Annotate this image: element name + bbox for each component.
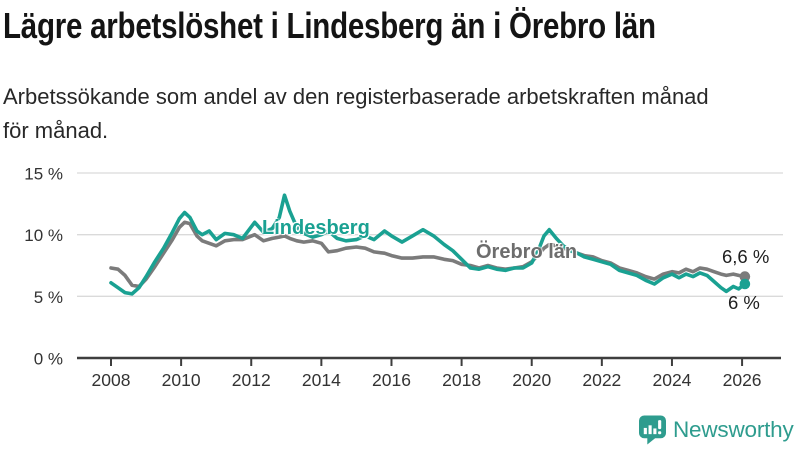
- chart-subtitle: Arbetssökande som andel av den registerb…: [3, 80, 798, 148]
- end-value-label-lindesberg: 6 %: [728, 292, 760, 313]
- series-end-dot: [739, 271, 751, 282]
- series-label-lindesberg: Lindesberg: [262, 217, 370, 239]
- chart-title: Lägre arbetslöshet i Lindesberg än i Öre…: [3, 5, 656, 46]
- y-axis-tick-label: 5 %: [34, 288, 63, 307]
- newsworthy-logo[interactable]: Newsworthy: [639, 414, 794, 446]
- series-line-lindesberg: [109, 193, 747, 296]
- y-axis-tick-label: 0 %: [34, 350, 63, 369]
- series-line--rebro-l-n: [109, 220, 747, 289]
- y-axis-tick-label: 10 %: [24, 226, 63, 245]
- line-chart: 15 % 10 % 5 % 0 % 2008 2010 2012 2014 2016 2018 20…: [0, 150, 800, 400]
- x-axis-tick-label: 2012: [232, 370, 271, 390]
- chart-subtitle-line2: för månad.: [3, 118, 109, 143]
- x-axis-tick-label: 2022: [582, 370, 621, 390]
- newsworthy-wordmark: Newsworthy: [673, 417, 794, 442]
- series-label-orebro-lan: Örebro län: [476, 241, 578, 263]
- x-axis-tick-label: 2026: [723, 370, 762, 390]
- chart-subtitle-line1: Arbetssökande som andel av den registerb…: [3, 84, 709, 109]
- series-end-dot: [739, 278, 751, 290]
- x-axis-tick-label: 2010: [162, 370, 201, 390]
- newsworthy-logo-icon: [639, 415, 666, 445]
- end-value-label-orebro: 6,6 %: [722, 246, 770, 267]
- x-axis-tick-label: 2014: [302, 370, 341, 390]
- y-axis-tick-label: 15 %: [24, 165, 63, 184]
- x-axis-tick-label: 2016: [372, 370, 411, 390]
- x-axis-tick-label: 2018: [442, 370, 481, 390]
- x-axis-tick-label: 2020: [512, 370, 551, 390]
- x-axis-tick-label: 2024: [652, 370, 691, 390]
- line-chart-canvas: 15 % 10 % 5 % 0 % 2008 2010 2012 2014 2016 2018 20…: [24, 165, 783, 390]
- x-axis-tick-label: 2008: [92, 370, 131, 390]
